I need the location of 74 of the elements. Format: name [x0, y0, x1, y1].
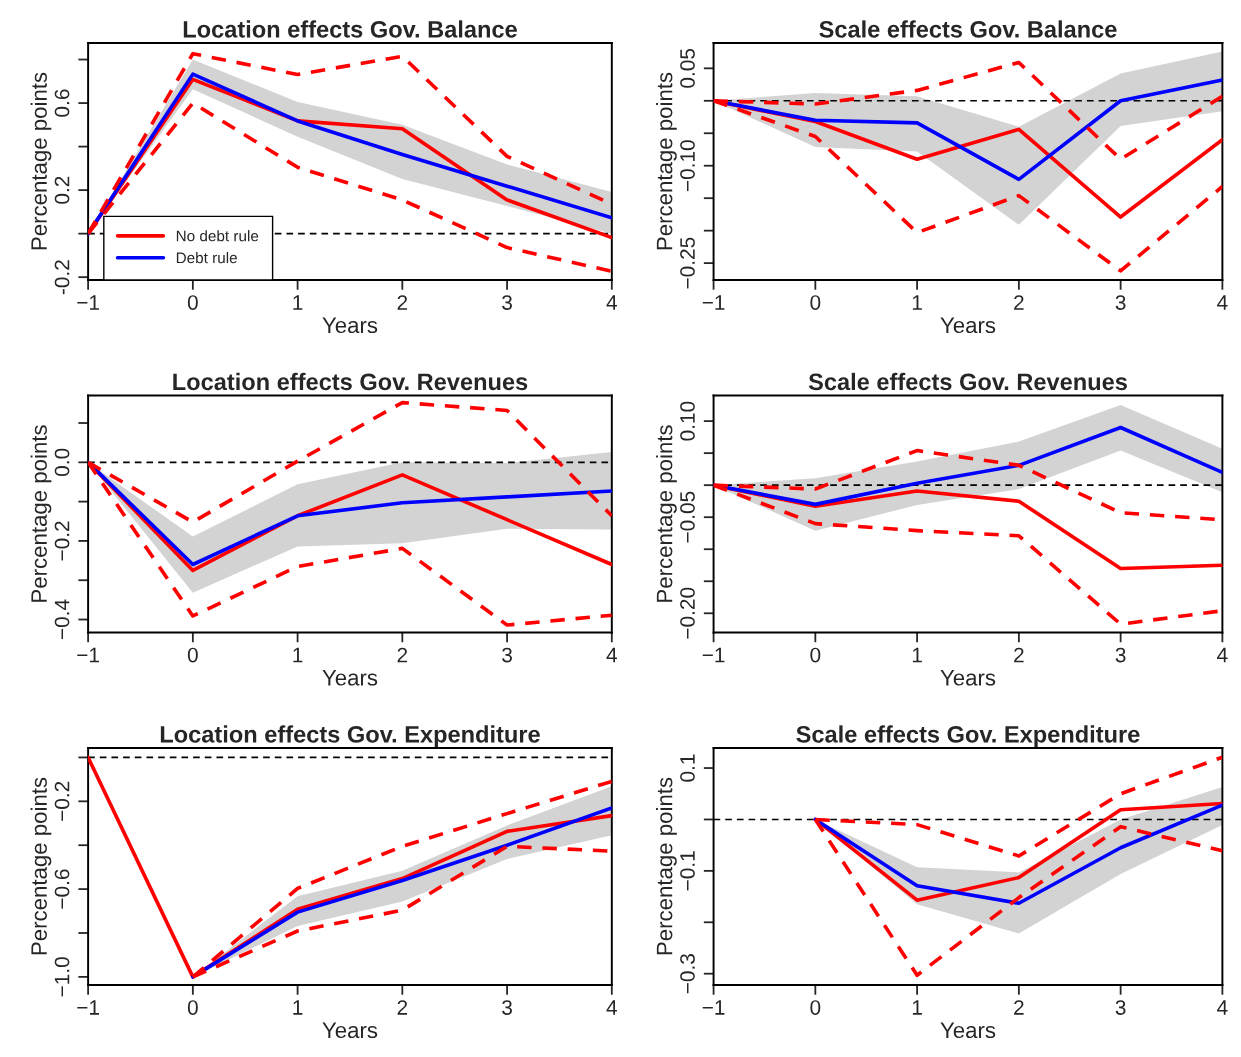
chart-title: Location effects Gov. Revenues: [173, 372, 528, 391]
x-tick-label: 2: [1014, 1000, 1024, 1015]
chart-title: Scale effects Gov. Expenditure: [796, 725, 1140, 748]
y-tick-label: −0.6: [54, 869, 70, 909]
x-tick-label: 0: [187, 1000, 198, 1015]
x-tick-label: 4: [606, 295, 617, 310]
x-tick-label: 4: [1217, 295, 1228, 310]
x-tick-label: 3: [502, 295, 512, 310]
y-tick-label: 0.2: [54, 176, 70, 204]
y-tick-label: −0.2: [54, 781, 70, 821]
x-axis-title: Years: [322, 317, 378, 334]
y-axis-title: Percentage points: [30, 72, 52, 250]
x-tick-label: −1: [77, 295, 99, 310]
y-tick-label: 0.6: [54, 89, 70, 117]
chart-title: Scale effects Gov. Balance: [819, 20, 1117, 38]
y-tick-label: 0.10: [680, 401, 695, 441]
x-axis-title: Years: [940, 670, 996, 686]
x-tick-label: 3: [1115, 1000, 1126, 1015]
chart-title: Scale effects Gov. Revenues: [808, 372, 1127, 391]
x-tick-label: 0: [187, 647, 198, 663]
y-tick-label: −0.10: [680, 140, 695, 192]
x-tick-label: 3: [502, 1000, 512, 1015]
y-tick-label: −0.1: [680, 851, 695, 891]
x-tick-label: 4: [1217, 1000, 1228, 1015]
x-axis-title: Years: [940, 1022, 996, 1039]
y-tick-label: −0.4: [54, 599, 70, 640]
x-tick-label: 1: [293, 647, 303, 663]
x-axis-title: Years: [940, 317, 996, 334]
x-tick-label: 2: [1014, 647, 1024, 663]
x-tick-label: 0: [810, 647, 821, 663]
y-tick-label: −0.05: [680, 491, 695, 543]
y-axis-title: Percentage points: [30, 425, 52, 602]
x-axis-title: Years: [322, 670, 378, 686]
x-tick-label: 0: [810, 295, 821, 310]
x-tick-label: −1: [702, 295, 725, 310]
x-tick-label: 4: [606, 1000, 617, 1015]
x-tick-label: 2: [397, 647, 408, 663]
y-tick-label: -0.2: [54, 260, 70, 295]
y-tick-label: −0.20: [680, 587, 695, 639]
x-tick-label: 1: [293, 295, 303, 310]
x-tick-label: 1: [293, 1000, 303, 1015]
y-tick-label: −0.3: [680, 954, 695, 994]
legend-label: Debt rule: [176, 252, 237, 264]
y-axis-title: Percentage points: [656, 425, 677, 602]
x-tick-label: 3: [1115, 295, 1126, 310]
x-tick-label: 3: [502, 647, 512, 663]
x-tick-label: 2: [1014, 295, 1024, 310]
x-tick-label: 1: [912, 647, 922, 663]
x-axis-title: Years: [322, 1022, 378, 1039]
x-tick-label: −1: [77, 1000, 99, 1015]
x-tick-label: −1: [702, 1000, 725, 1015]
y-tick-label: 0.1: [680, 754, 695, 782]
x-tick-label: 2: [397, 295, 408, 310]
y-tick-label: 0.0: [54, 448, 70, 476]
legend-label: No debt rule: [176, 230, 259, 242]
y-axis-title: Percentage points: [30, 777, 52, 955]
x-tick-label: 0: [187, 295, 198, 310]
x-tick-label: 1: [912, 1000, 922, 1015]
y-tick-label: −0.25: [680, 237, 695, 289]
y-axis-title: Percentage points: [656, 777, 677, 955]
x-tick-label: 0: [810, 1000, 821, 1015]
x-tick-label: 4: [1217, 647, 1228, 663]
y-tick-label: −1.0: [54, 957, 70, 997]
x-tick-label: 1: [912, 295, 922, 310]
chart-title: Location effects Gov. Expenditure: [160, 725, 540, 748]
y-tick-label: 0.05: [680, 48, 695, 88]
chart-title: Location effects Gov. Balance: [183, 20, 517, 38]
x-tick-label: −1: [702, 647, 725, 663]
y-tick-label: −0.2: [54, 521, 70, 561]
x-tick-label: 2: [397, 1000, 408, 1015]
y-axis-title: Percentage points: [656, 72, 677, 250]
x-tick-label: −1: [77, 647, 99, 663]
x-tick-label: 4: [606, 647, 617, 663]
x-tick-label: 3: [1115, 647, 1126, 663]
